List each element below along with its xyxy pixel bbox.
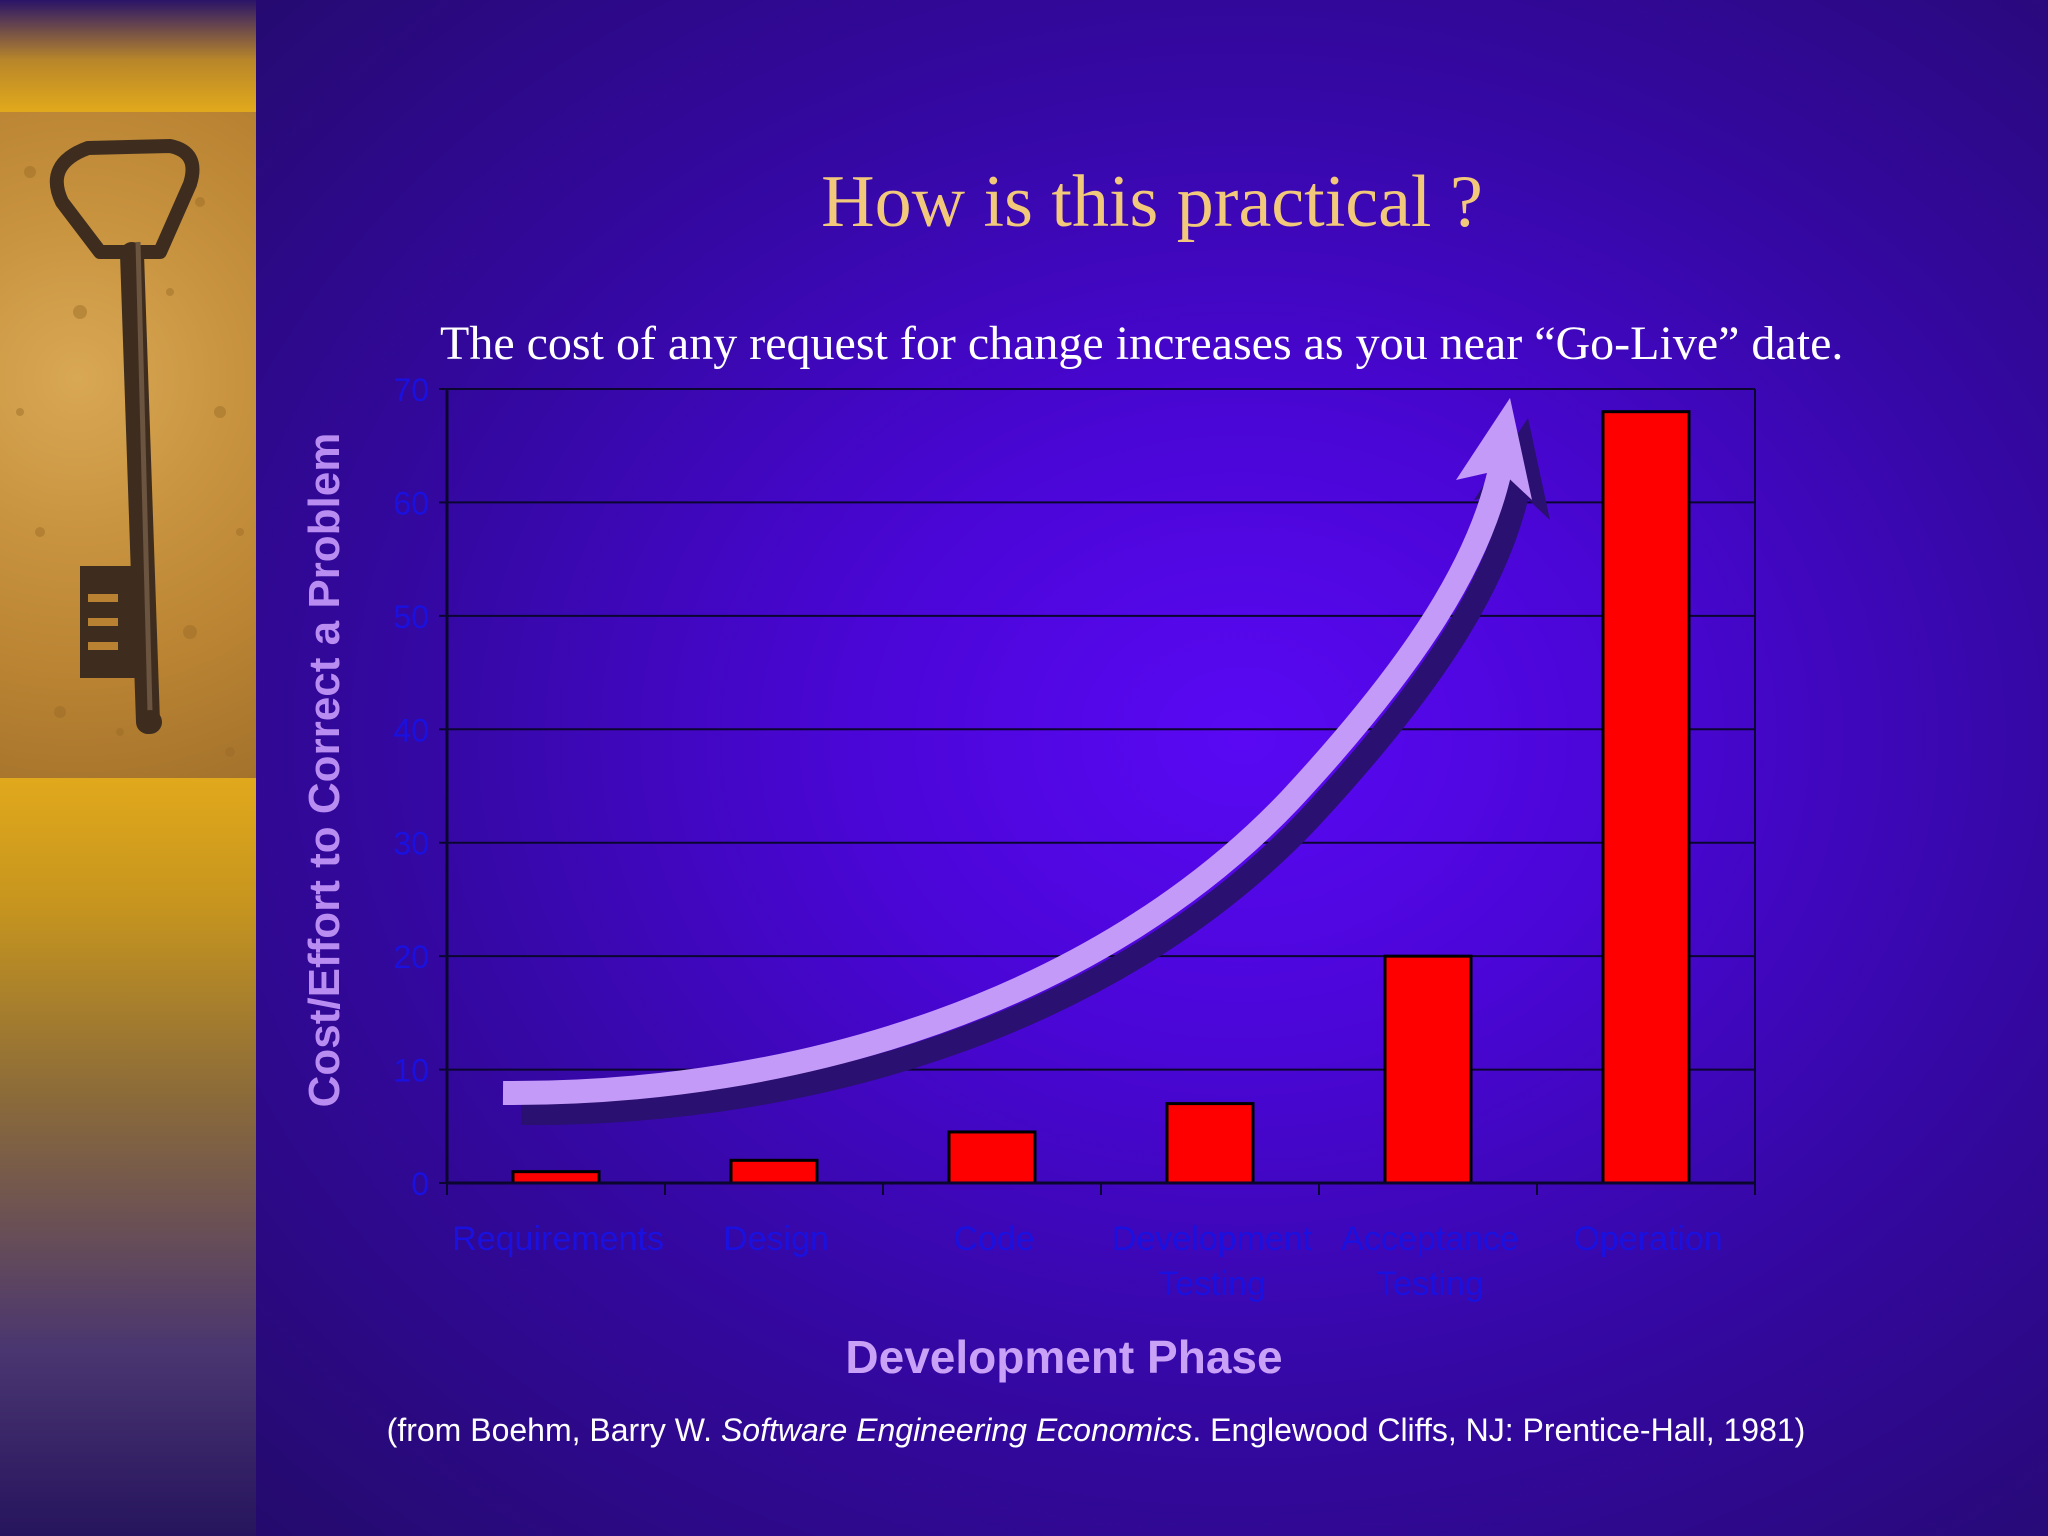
citation-prefix: (from Boehm, Barry W. bbox=[386, 1412, 721, 1448]
sidebar-strip bbox=[0, 0, 256, 1536]
bar-code bbox=[947, 1130, 1037, 1185]
x-axis-title: Development Phase bbox=[845, 1331, 1283, 1383]
y-tick-label: 70 bbox=[393, 372, 429, 408]
x-tick-label: Testing bbox=[1376, 1265, 1484, 1303]
x-tick-label: Development bbox=[1112, 1220, 1313, 1258]
x-tick-label: Operation bbox=[1573, 1220, 1722, 1258]
slide-background bbox=[256, 0, 2048, 1536]
growth-arrow bbox=[502, 398, 1550, 1126]
chart-gridlines bbox=[447, 388, 1755, 1184]
x-tick-label: Code bbox=[953, 1220, 1034, 1258]
chart-bars bbox=[511, 410, 1691, 1185]
y-tick-label: 20 bbox=[393, 939, 429, 975]
y-tick-label: 60 bbox=[393, 485, 429, 521]
citation-book-title: Software Engineering Economics bbox=[720, 1412, 1193, 1448]
x-tick-label: Acceptance bbox=[1341, 1220, 1519, 1258]
y-tick-label: 50 bbox=[393, 599, 429, 635]
slide-subtitle: The cost of any request for change incre… bbox=[440, 317, 1844, 370]
growth-arrow-body bbox=[502, 398, 1532, 1106]
skeleton-key-icon bbox=[0, 112, 256, 778]
y-tick-label: 30 bbox=[393, 826, 429, 862]
x-tick-label: Requirements bbox=[452, 1220, 664, 1258]
bar-operation bbox=[1601, 410, 1691, 1185]
bar-acceptance-testing bbox=[1383, 954, 1473, 1185]
chart-tick-labels: 0 10 20 30 40 50 60 70 Requirements Design Code Dev… bbox=[393, 372, 1722, 1303]
source-citation: (from Boehm, Barry W. Software Engineeri… bbox=[256, 1412, 1936, 1449]
y-tick-label: 40 bbox=[393, 712, 429, 748]
bar-design bbox=[729, 1158, 819, 1185]
y-axis-title: Cost/Effort to Correct a Problem bbox=[300, 432, 349, 1108]
chart-axes bbox=[439, 388, 1756, 1195]
x-tick-label: Design bbox=[723, 1220, 829, 1258]
y-tick-label: 0 bbox=[411, 1166, 429, 1202]
bar-requirements bbox=[511, 1170, 601, 1185]
slide-title: How is this practical ? bbox=[821, 161, 1483, 243]
x-tick-label: Testing bbox=[1158, 1265, 1266, 1303]
citation-suffix: . Englewood Cliffs, NJ: Prentice-Hall, 1… bbox=[1192, 1412, 1806, 1448]
bar-development-testing bbox=[1165, 1102, 1255, 1185]
y-tick-label: 10 bbox=[393, 1053, 429, 1089]
